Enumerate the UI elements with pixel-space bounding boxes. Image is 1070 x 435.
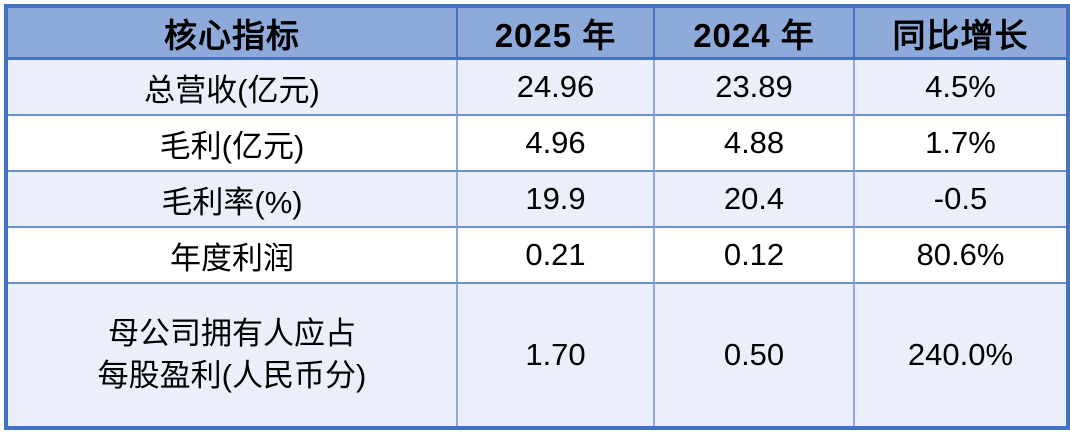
column-header-2024: 2024 年 <box>655 8 855 60</box>
column-header-yoy: 同比增长 <box>855 8 1066 60</box>
value-2024: 0.50 <box>655 284 855 426</box>
table-row-gross-profit: 毛利(亿元) 4.96 4.88 1.7% <box>8 116 1066 172</box>
value-2025: 0.21 <box>458 228 655 284</box>
value-2024: 20.4 <box>655 172 855 228</box>
metric-label: 毛利(亿元) <box>8 116 458 172</box>
value-yoy: 80.6% <box>855 228 1066 284</box>
value-yoy: 240.0% <box>855 284 1066 426</box>
metric-label: 年度利润 <box>8 228 458 284</box>
table-header-row: 核心指标 2025 年 2024 年 同比增长 <box>8 8 1066 60</box>
column-header-metric: 核心指标 <box>8 8 458 60</box>
value-2025: 24.96 <box>458 60 655 116</box>
value-yoy: -0.5 <box>855 172 1066 228</box>
metric-label: 母公司拥有人应占 每股盈利(人民币分) <box>8 284 458 426</box>
value-2024: 4.88 <box>655 116 855 172</box>
value-2025: 19.9 <box>458 172 655 228</box>
metric-label-line2: 每股盈利(人民币分) <box>97 358 367 393</box>
table-row-revenue: 总营收(亿元) 24.96 23.89 4.5% <box>8 60 1066 116</box>
metric-label: 总营收(亿元) <box>8 60 458 116</box>
value-2025: 1.70 <box>458 284 655 426</box>
metric-label: 毛利率(%) <box>8 172 458 228</box>
column-header-2025: 2025 年 <box>458 8 655 60</box>
table-row-annual-profit: 年度利润 0.21 0.12 80.6% <box>8 228 1066 284</box>
table-row-gross-margin: 毛利率(%) 19.9 20.4 -0.5 <box>8 172 1066 228</box>
metric-label-line1: 母公司拥有人应占 <box>108 316 356 352</box>
financial-metrics-table: 核心指标 2025 年 2024 年 同比增长 总营收(亿元) 24.96 23… <box>4 4 1070 430</box>
value-2025: 4.96 <box>458 116 655 172</box>
value-yoy: 4.5% <box>855 60 1066 116</box>
value-yoy: 1.7% <box>855 116 1066 172</box>
value-2024: 0.12 <box>655 228 855 284</box>
value-2024: 23.89 <box>655 60 855 116</box>
table-row-eps: 母公司拥有人应占 每股盈利(人民币分) 1.70 0.50 240.0% <box>8 284 1066 426</box>
